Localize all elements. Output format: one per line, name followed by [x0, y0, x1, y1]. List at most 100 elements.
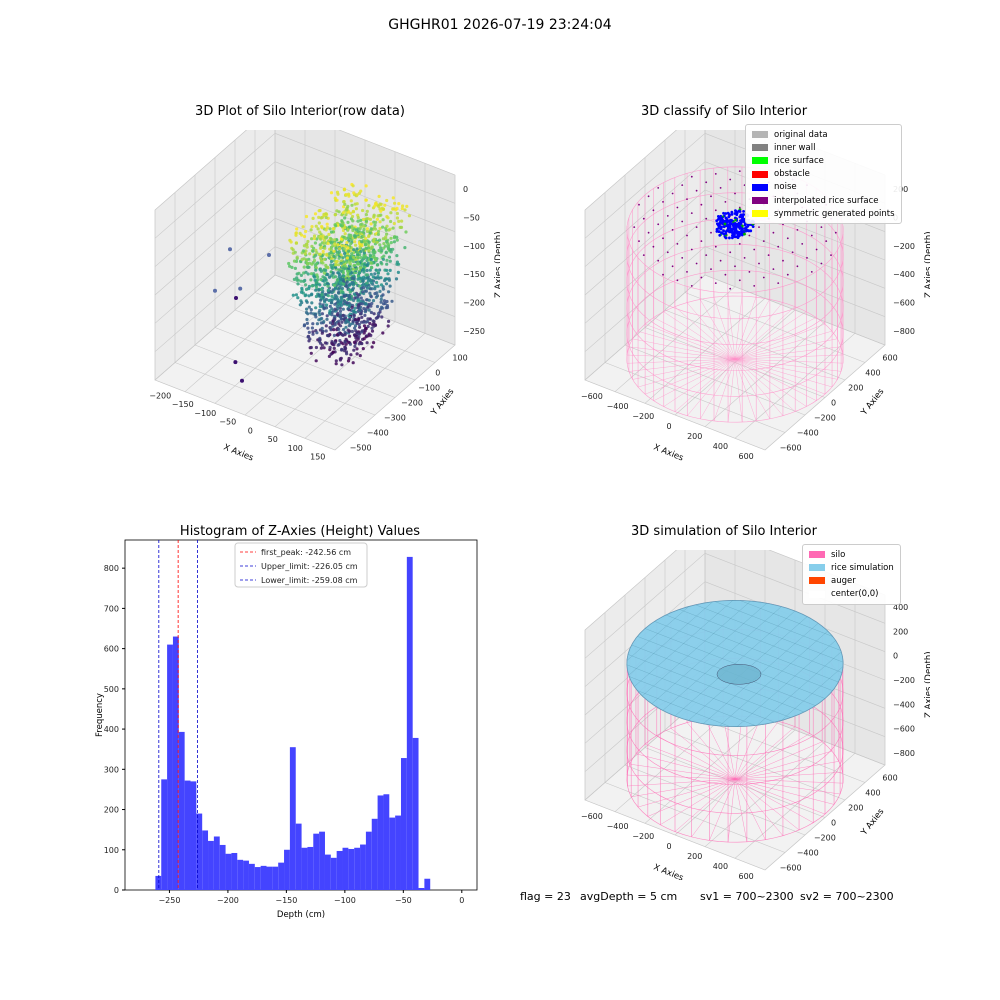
silo-floor-spoke [628, 346, 736, 360]
data-point [319, 234, 323, 239]
data-point [310, 326, 314, 330]
data-point [382, 242, 386, 246]
data-point [383, 268, 387, 272]
panel1-3d-scatter: −200−150−100−500501001501000−100−200−300… [149, 130, 500, 464]
data-point [385, 215, 389, 219]
interpolated-point [714, 282, 717, 284]
y-tick-label: 800 [104, 564, 119, 573]
x-tick-label: −200 [632, 412, 654, 421]
histogram-bar [278, 862, 285, 890]
data-point [367, 283, 371, 287]
interpolated-point [705, 254, 708, 256]
data-point [351, 286, 355, 290]
rice-mesh-line [757, 651, 842, 726]
silo-floor-spoke [734, 358, 771, 419]
data-point [355, 347, 359, 351]
legend-label: symmetric generated points [774, 208, 895, 219]
data-point [356, 213, 360, 217]
data-point [366, 246, 371, 250]
interpolated-point [710, 195, 712, 198]
avg-depth-text: avgDepth = 5 cm [580, 890, 678, 903]
legend-item: rice surface [752, 154, 895, 167]
flag-text: flag = 23 [520, 890, 571, 903]
x-tick-label: −600 [581, 392, 603, 401]
noise-point [745, 228, 749, 232]
interpolated-point [777, 282, 780, 284]
data-point [376, 315, 380, 319]
rice-mesh-line [695, 604, 844, 663]
panel4-title: 3D simulation of Silo Interior [631, 524, 817, 539]
data-point [347, 277, 351, 281]
noise-point [720, 225, 723, 229]
data-point [359, 225, 363, 229]
data-point [327, 354, 331, 358]
data-point [323, 341, 328, 345]
x-axis-label: X Axies [222, 443, 255, 464]
data-point [342, 247, 346, 251]
interpolated-point [714, 173, 717, 175]
data-point [394, 277, 399, 281]
silo-floor-spoke [632, 338, 736, 360]
silo-floor-spoke [734, 778, 826, 815]
data-point [305, 300, 309, 304]
z-tick-label: −600 [893, 725, 915, 734]
x-tick-label: 0 [666, 842, 671, 851]
legend-swatch [752, 157, 768, 165]
data-point [360, 222, 364, 226]
data-point [347, 356, 351, 361]
interpolated-point [671, 192, 674, 195]
data-point [310, 262, 314, 266]
rice-mesh-line [679, 609, 843, 673]
data-point [338, 314, 342, 318]
data-point [337, 290, 341, 295]
interpolated-point [724, 201, 727, 203]
data-point [309, 308, 313, 312]
grid-line [764, 764, 886, 871]
outlier-point [233, 360, 238, 365]
noise-point [724, 212, 728, 215]
data-point [324, 329, 328, 333]
data-point [355, 352, 359, 356]
data-point [330, 251, 334, 255]
data-point [312, 274, 316, 278]
data-point [324, 324, 328, 328]
y-tick-label: −500 [350, 444, 372, 453]
interpolated-point [686, 234, 688, 237]
interpolated-point [777, 245, 780, 248]
legend-item: rice simulation [809, 561, 894, 574]
data-point [343, 330, 347, 334]
silo-floor-spoke [637, 778, 736, 808]
data-point [397, 202, 401, 206]
noise-point [730, 230, 734, 234]
z-tick-label: −600 [893, 299, 915, 308]
interpolated-point [681, 257, 684, 259]
data-point [342, 327, 346, 332]
data-point [356, 250, 360, 254]
z-tick-label: −100 [463, 242, 485, 251]
y-tick-label: −200 [814, 834, 836, 843]
data-point [337, 319, 341, 323]
data-point [307, 305, 311, 309]
data-point [355, 193, 359, 197]
data-point [381, 257, 385, 261]
histogram-bar [371, 818, 378, 890]
data-point [314, 359, 318, 363]
data-point [364, 273, 368, 277]
data-point [387, 255, 392, 259]
data-point [328, 309, 332, 313]
histogram-bar [383, 794, 390, 890]
data-point [384, 239, 389, 244]
data-point [333, 341, 337, 345]
data-point [295, 255, 299, 259]
data-point [318, 252, 322, 256]
noise-point [717, 224, 721, 228]
x-tick-label: −100 [334, 896, 356, 905]
data-point [335, 198, 339, 202]
panel3-title: Histogram of Z-Axies (Height) Values [179, 524, 421, 539]
interpolated-point [676, 206, 679, 209]
outlier-point [240, 378, 244, 383]
interpolated-point [633, 226, 636, 228]
data-point [334, 246, 338, 250]
x-axis-label: Depth (cm) [277, 910, 325, 920]
data-point [318, 304, 322, 309]
